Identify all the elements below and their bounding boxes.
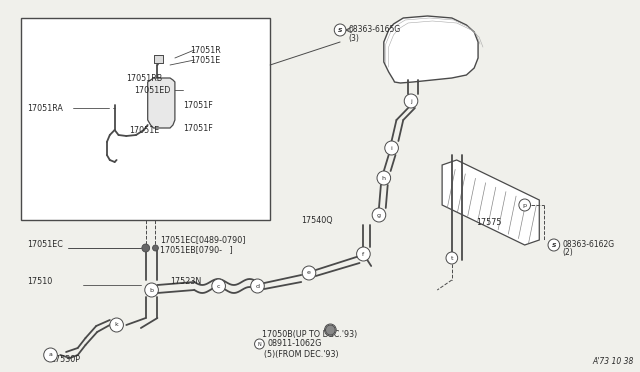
Text: (2): (2) bbox=[563, 248, 573, 257]
Circle shape bbox=[548, 239, 560, 251]
Text: e: e bbox=[307, 270, 311, 276]
Circle shape bbox=[519, 199, 531, 211]
Text: p: p bbox=[523, 202, 527, 208]
Text: (5)(FROM DEC.'93): (5)(FROM DEC.'93) bbox=[264, 350, 339, 359]
Text: 17051F: 17051F bbox=[182, 100, 212, 109]
Text: 17051RB: 17051RB bbox=[126, 74, 163, 83]
Polygon shape bbox=[148, 78, 175, 128]
Circle shape bbox=[326, 325, 335, 335]
Circle shape bbox=[302, 266, 316, 280]
Circle shape bbox=[385, 141, 398, 155]
Text: 17051EC: 17051EC bbox=[28, 240, 63, 248]
Text: (3): (3) bbox=[349, 33, 360, 42]
Text: 17051E: 17051E bbox=[191, 55, 221, 64]
Text: 17051RA: 17051RA bbox=[28, 103, 63, 112]
Text: 17540Q: 17540Q bbox=[301, 215, 333, 224]
Text: 17051R: 17051R bbox=[191, 45, 221, 55]
Text: S: S bbox=[338, 28, 342, 32]
Circle shape bbox=[372, 208, 386, 222]
Circle shape bbox=[110, 318, 124, 332]
Text: 17530P: 17530P bbox=[51, 356, 81, 365]
Text: 17051EB[0790-   ]: 17051EB[0790- ] bbox=[161, 246, 233, 254]
Text: 17051F: 17051F bbox=[182, 124, 212, 132]
Text: h: h bbox=[382, 176, 386, 180]
Bar bbox=[154, 55, 163, 63]
Text: a: a bbox=[49, 353, 52, 357]
Text: k: k bbox=[115, 323, 118, 327]
Bar bbox=[21, 18, 270, 220]
Text: 17051EC[0489-0790]: 17051EC[0489-0790] bbox=[161, 235, 246, 244]
Text: 17510: 17510 bbox=[28, 278, 52, 286]
Circle shape bbox=[44, 348, 58, 362]
Text: 17523N: 17523N bbox=[170, 278, 202, 286]
Text: t: t bbox=[451, 256, 453, 260]
Text: 17050B(UP TO DEC.'93): 17050B(UP TO DEC.'93) bbox=[262, 330, 358, 339]
Text: i: i bbox=[390, 145, 392, 151]
Text: g: g bbox=[377, 212, 381, 218]
Text: 17575: 17575 bbox=[476, 218, 502, 227]
Circle shape bbox=[152, 245, 158, 251]
Circle shape bbox=[251, 279, 264, 293]
Circle shape bbox=[255, 339, 264, 349]
Text: f: f bbox=[362, 251, 364, 257]
Text: 17051ED: 17051ED bbox=[134, 86, 170, 94]
Text: A'73 10 38: A'73 10 38 bbox=[593, 357, 634, 366]
Circle shape bbox=[377, 171, 390, 185]
Text: 08911-1062G: 08911-1062G bbox=[268, 340, 321, 349]
Text: j: j bbox=[410, 99, 412, 103]
Circle shape bbox=[334, 24, 346, 36]
Circle shape bbox=[446, 252, 458, 264]
Text: 08363-6162G: 08363-6162G bbox=[563, 240, 615, 248]
Text: b: b bbox=[150, 288, 154, 292]
Circle shape bbox=[145, 283, 158, 297]
Polygon shape bbox=[384, 16, 478, 83]
Circle shape bbox=[404, 94, 418, 108]
Text: S: S bbox=[552, 243, 556, 247]
Circle shape bbox=[212, 279, 225, 293]
Polygon shape bbox=[442, 160, 540, 245]
Circle shape bbox=[324, 324, 336, 336]
Text: c: c bbox=[217, 283, 220, 289]
Text: d: d bbox=[255, 283, 259, 289]
Circle shape bbox=[142, 244, 150, 252]
Text: 17051E: 17051E bbox=[129, 125, 159, 135]
Text: 08363-6165G: 08363-6165G bbox=[349, 25, 401, 33]
Text: N: N bbox=[257, 341, 261, 346]
Circle shape bbox=[356, 247, 370, 261]
